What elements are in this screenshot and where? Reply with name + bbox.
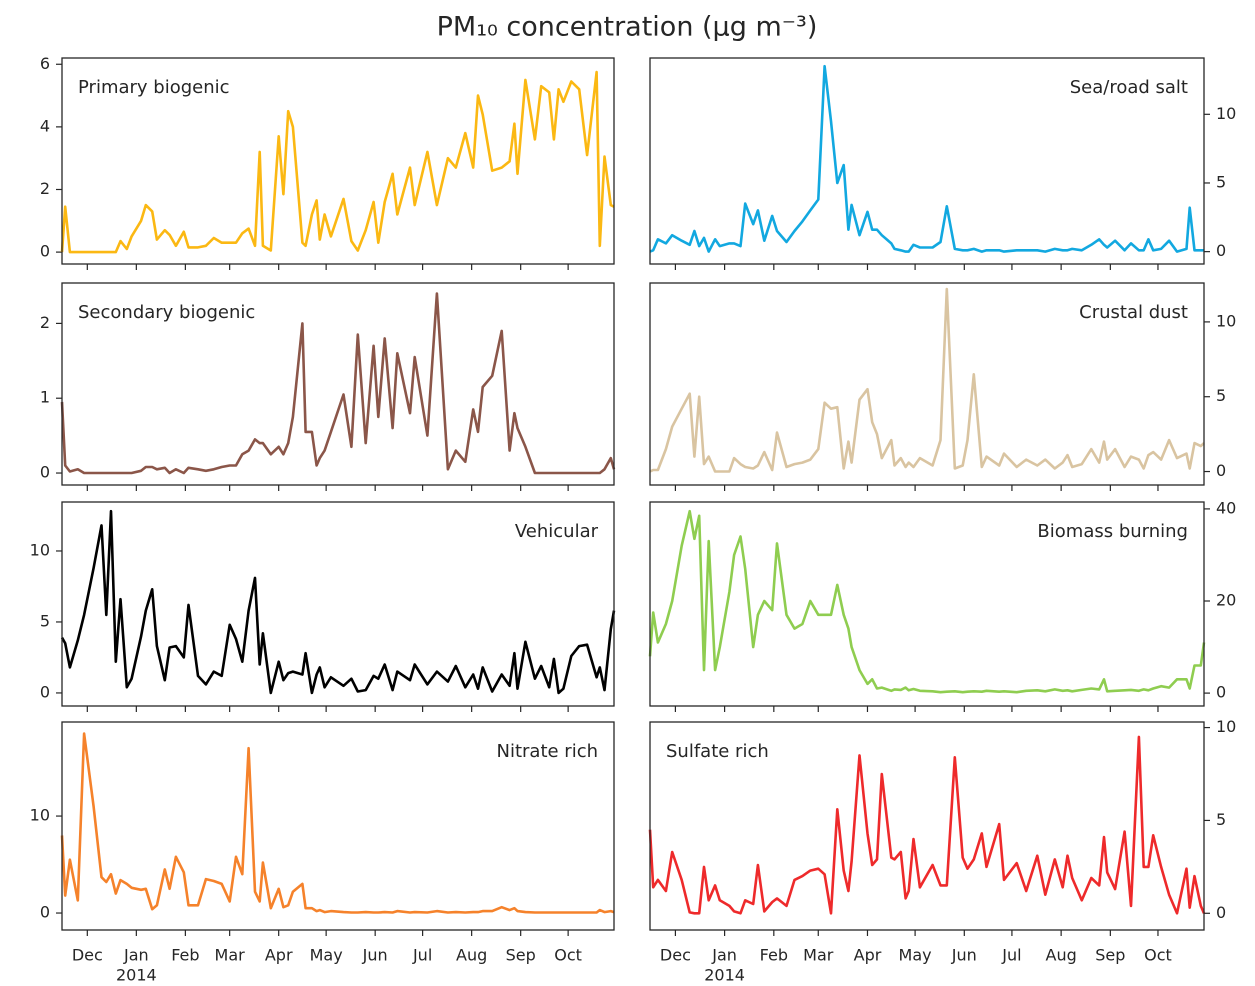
y-tick-label: 10 (30, 540, 50, 559)
x-tick-label: Jul (412, 946, 432, 965)
x-tick-label: Jun (951, 946, 977, 965)
panel-frame (61, 501, 615, 707)
series-line (60, 70, 615, 254)
x-tick-label: Feb (760, 946, 788, 965)
y-tick-label: 6 (40, 54, 50, 73)
panel-label: Secondary biogenic (78, 302, 255, 323)
panel-frame (649, 282, 1205, 486)
x-year-label: 2014 (704, 966, 745, 985)
y-tick-label: 0 (40, 242, 50, 261)
y-tick-label: 1 (40, 388, 50, 407)
y-tick-label: 5 (1216, 386, 1226, 405)
y-tick-label: 10 (1216, 311, 1236, 330)
x-tick-label: Jul (1001, 946, 1021, 965)
x-tick-label: Mar (215, 946, 246, 965)
panel-label: Sea/road salt (1070, 77, 1188, 98)
y-tick-label: 2 (40, 179, 50, 198)
x-tick-label: Sep (1095, 946, 1125, 965)
x-tick-label: Dec (72, 946, 103, 965)
y-tick-label: 0 (40, 463, 50, 482)
panel-label: Crustal dust (1079, 302, 1188, 323)
series-line (649, 287, 1205, 473)
y-tick-label: 0 (1216, 461, 1226, 480)
y-tick-label: 0 (40, 682, 50, 701)
y-tick-label: 0 (1216, 241, 1226, 260)
panel-frame (61, 282, 615, 486)
x-tick-label: Jan (711, 946, 737, 965)
series-line (60, 292, 616, 475)
x-tick-label: Dec (660, 946, 691, 965)
x-tick-label: Feb (171, 946, 199, 965)
y-tick-label: 0 (1216, 903, 1226, 922)
y-tick-label: 5 (1216, 810, 1226, 829)
panel-label: Nitrate rich (496, 741, 598, 762)
x-tick-label: Jan (123, 946, 149, 965)
y-tick-label: 2 (40, 313, 50, 332)
series-line (649, 64, 1204, 253)
panel-frame (649, 721, 1205, 931)
x-tick-label: Sep (506, 946, 536, 965)
x-tick-label: Mar (803, 946, 834, 965)
panel-label: Primary biogenic (78, 77, 230, 98)
x-tick-label: Jun (362, 946, 388, 965)
x-tick-label: Apr (265, 946, 293, 965)
y-tick-label: 20 (1216, 591, 1236, 610)
y-tick-label: 5 (40, 611, 50, 630)
y-tick-label: 0 (1216, 683, 1226, 702)
series-line (60, 732, 615, 914)
y-tick-label: 10 (1216, 717, 1236, 736)
panel-frame (649, 501, 1205, 707)
x-tick-label: Oct (1144, 946, 1172, 965)
panel-label: Sulfate rich (666, 741, 769, 762)
x-tick-label: Aug (456, 946, 487, 965)
panel-label: Biomass burning (1037, 521, 1188, 542)
x-tick-label: Aug (1046, 946, 1077, 965)
y-tick-label: 0 (40, 903, 50, 922)
y-tick-label: 5 (1216, 172, 1226, 191)
figure-title: PM₁₀ concentration (µg m⁻³) (437, 12, 818, 43)
panel-frame (61, 721, 615, 931)
y-tick-label: 10 (30, 806, 50, 825)
panel-frame (649, 57, 1205, 265)
x-tick-label: May (899, 946, 932, 965)
x-tick-label: Oct (554, 946, 582, 965)
y-tick-label: 40 (1216, 498, 1236, 517)
y-tick-label: 10 (1216, 104, 1236, 123)
series-line (60, 509, 616, 695)
x-year-label: 2014 (116, 966, 157, 985)
series-line (648, 509, 1206, 694)
x-tick-label: Apr (854, 946, 882, 965)
x-tick-label: May (310, 946, 343, 965)
series-line (648, 735, 1206, 915)
y-tick-label: 4 (40, 116, 50, 135)
panel-frame (61, 57, 615, 265)
panel-label: Vehicular (515, 521, 599, 542)
